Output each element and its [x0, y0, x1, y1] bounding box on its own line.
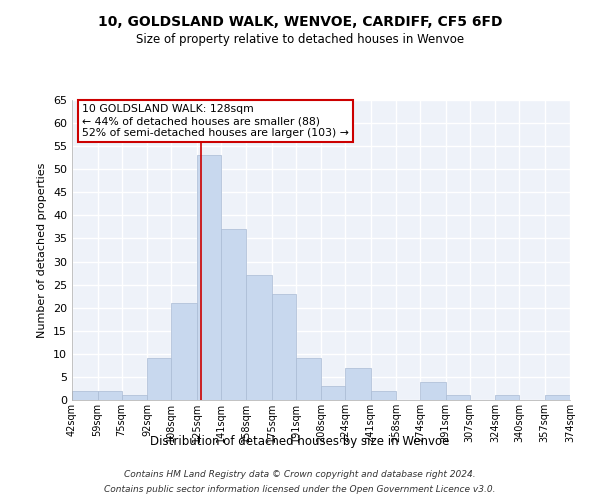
Text: Distribution of detached houses by size in Wenvoe: Distribution of detached houses by size … [151, 435, 449, 448]
Bar [321, 386, 345, 400]
Bar [221, 229, 246, 400]
Text: 10, GOLDSLAND WALK, WENVOE, CARDIFF, CF5 6FD: 10, GOLDSLAND WALK, WENVOE, CARDIFF, CF5… [98, 15, 502, 29]
Text: Contains HM Land Registry data © Crown copyright and database right 2024.: Contains HM Land Registry data © Crown c… [124, 470, 476, 479]
Text: Contains public sector information licensed under the Open Government Licence v3: Contains public sector information licen… [104, 485, 496, 494]
Bar [246, 276, 271, 400]
Y-axis label: Number of detached properties: Number of detached properties [37, 162, 47, 338]
Bar [445, 396, 470, 400]
Bar [147, 358, 171, 400]
Bar [97, 391, 121, 400]
Bar [197, 156, 221, 400]
Bar [371, 391, 396, 400]
Bar [296, 358, 321, 400]
Bar [495, 396, 519, 400]
Text: 10 GOLDSLAND WALK: 128sqm
← 44% of detached houses are smaller (88)
52% of semi-: 10 GOLDSLAND WALK: 128sqm ← 44% of detac… [82, 104, 349, 138]
Bar [171, 303, 197, 400]
Bar [121, 396, 147, 400]
Bar [420, 382, 445, 400]
Bar [345, 368, 371, 400]
Bar [271, 294, 296, 400]
Bar [545, 396, 570, 400]
Text: Size of property relative to detached houses in Wenvoe: Size of property relative to detached ho… [136, 32, 464, 46]
Bar [72, 391, 97, 400]
